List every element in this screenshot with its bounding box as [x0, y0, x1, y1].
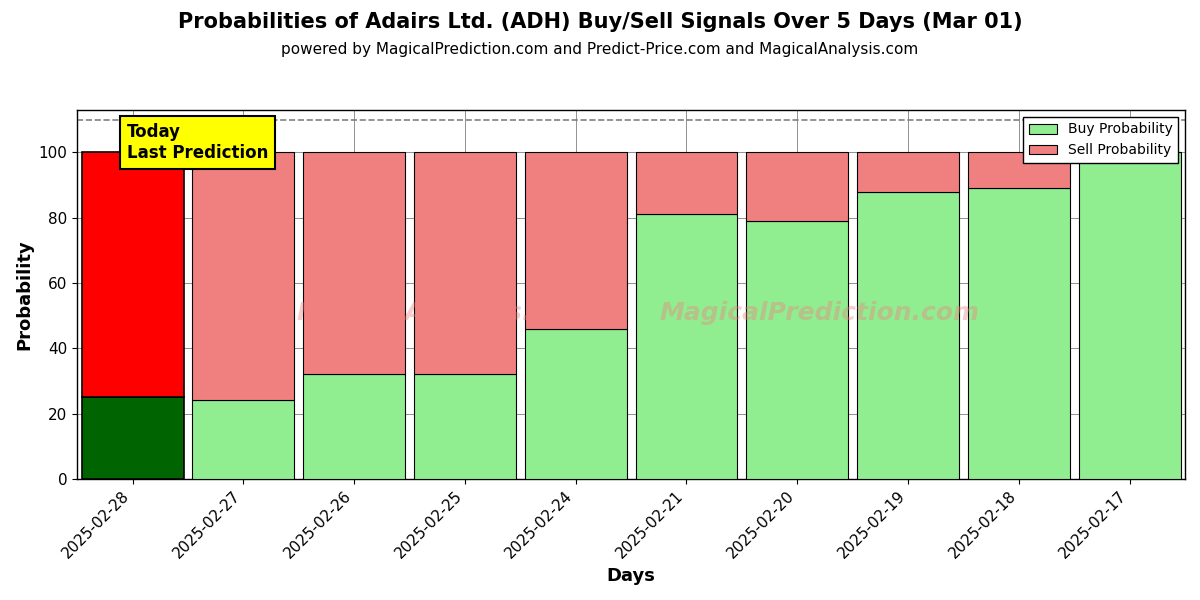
X-axis label: Days: Days	[607, 567, 655, 585]
Text: Probabilities of Adairs Ltd. (ADH) Buy/Sell Signals Over 5 Days (Mar 01): Probabilities of Adairs Ltd. (ADH) Buy/S…	[178, 12, 1022, 32]
Bar	[82, 397, 184, 479]
Bar	[857, 191, 959, 479]
Bar	[192, 152, 294, 400]
Text: Today
Last Prediction: Today Last Prediction	[127, 123, 269, 162]
Text: MagicalAnalysis.com: MagicalAnalysis.com	[296, 301, 589, 325]
Bar	[304, 152, 406, 374]
Bar	[524, 152, 626, 329]
Bar	[968, 152, 1069, 188]
Bar	[746, 152, 848, 221]
Y-axis label: Probability: Probability	[14, 239, 32, 350]
Bar	[636, 152, 738, 214]
Bar	[1079, 152, 1181, 479]
Bar	[304, 374, 406, 479]
Bar	[414, 152, 516, 374]
Text: powered by MagicalPrediction.com and Predict-Price.com and MagicalAnalysis.com: powered by MagicalPrediction.com and Pre…	[281, 42, 919, 57]
Bar	[524, 329, 626, 479]
Bar	[82, 152, 184, 397]
Bar	[857, 152, 959, 191]
Text: MagicalPrediction.com: MagicalPrediction.com	[660, 301, 979, 325]
Bar	[968, 188, 1069, 479]
Bar	[414, 374, 516, 479]
Bar	[746, 221, 848, 479]
Bar	[636, 214, 738, 479]
Legend: Buy Probability, Sell Probability: Buy Probability, Sell Probability	[1024, 117, 1178, 163]
Bar	[192, 400, 294, 479]
